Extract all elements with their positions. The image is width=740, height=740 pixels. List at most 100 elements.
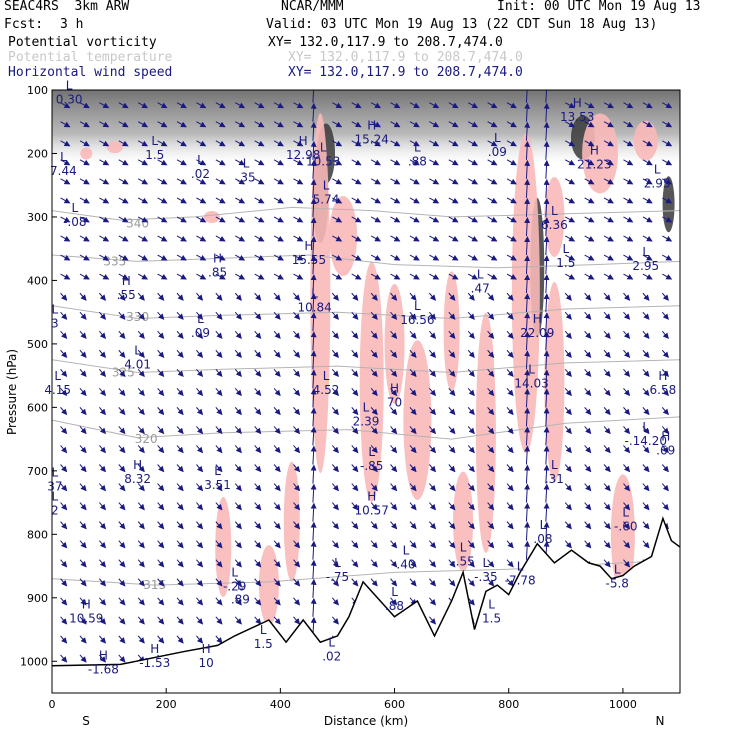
wind-vector (196, 273, 207, 280)
wind-vector (137, 121, 149, 128)
wind-vector (565, 273, 576, 280)
wind-vector (428, 616, 437, 625)
pv-extremum-value: 3 (51, 316, 59, 330)
wind-vector (196, 502, 204, 511)
wind-vector (79, 121, 90, 128)
wind-vector (487, 388, 495, 397)
wind-vector (254, 407, 262, 416)
wind-vector (254, 502, 262, 511)
wind-vector (487, 368, 495, 378)
wind-vector (157, 178, 168, 185)
wind-vector (273, 235, 284, 242)
wind-vector (642, 426, 650, 435)
wind-vector (623, 349, 631, 359)
wind-vector (79, 540, 87, 549)
pv-extremum-value: .40 (396, 558, 415, 572)
vertical-motion-shading (511, 133, 540, 454)
pv-extremum-type: H (82, 597, 91, 611)
valid-time: Valid: 03 UTC Mon 19 Aug 13 (22 CDT Sun … (266, 17, 658, 32)
wind-vector (448, 311, 456, 320)
wind-vector (370, 445, 378, 454)
wind-vector (234, 330, 242, 339)
pv-extremum-value: 70 (387, 396, 402, 410)
wind-vector (467, 426, 475, 435)
wind-vector (60, 273, 71, 280)
pv-extremum-value: .02 (191, 167, 210, 181)
wind-vector (487, 140, 498, 147)
wind-vector (370, 273, 382, 280)
wind-vector (215, 559, 223, 568)
wind-vector (176, 635, 184, 644)
wind-vector (390, 121, 401, 128)
wind-vector (60, 597, 68, 606)
wind-vector (79, 159, 90, 166)
wind-vector (506, 102, 517, 109)
wind-vector (487, 464, 495, 473)
wind-vector (351, 559, 359, 568)
wind-vector (448, 216, 459, 223)
pv-extremum-type: L (320, 140, 327, 154)
wind-vector (370, 407, 378, 416)
wind-vector (79, 349, 87, 359)
wind-vector (157, 445, 165, 454)
terrain (52, 516, 680, 693)
wind-vector (543, 388, 550, 408)
pv-extremum-value: 4.52 (313, 383, 340, 397)
wind-vector (525, 90, 528, 103)
wind-vector (157, 388, 165, 397)
wind-vector (79, 407, 87, 416)
wind-vector (176, 559, 184, 568)
wind-vector (79, 597, 87, 606)
wind-vector (137, 445, 145, 454)
wind-vector (99, 235, 110, 242)
wind-vector (310, 197, 317, 217)
pv-extremum-type: L (391, 585, 398, 599)
wind-vector (543, 216, 550, 237)
pv-extremum-value: 1.5 (482, 611, 501, 625)
wind-vector (623, 521, 631, 530)
wind-vector (642, 102, 653, 109)
wind-vector (467, 540, 475, 549)
wind-vector (642, 388, 650, 397)
y-tick-label: 1000 (20, 655, 48, 668)
pv-extremum-value: 15.55 (292, 253, 326, 267)
wind-vector (661, 388, 669, 397)
wind-vector (524, 255, 531, 275)
wind-vector (661, 426, 669, 435)
wind-vector (429, 140, 440, 147)
wind-vector (623, 559, 631, 568)
wind-vector (273, 616, 281, 625)
wind-vector (390, 330, 398, 339)
wind-vector (448, 197, 459, 204)
wind-vector (137, 235, 149, 242)
pv-extremum-value: 2.95 (644, 177, 671, 191)
wind-vector (370, 292, 378, 301)
wind-vector (506, 159, 517, 166)
wind-vector (79, 178, 90, 185)
wind-vector (254, 330, 262, 339)
pv-extremum-type: L (488, 597, 495, 611)
wind-vector (642, 216, 653, 223)
wind-vector (332, 140, 343, 147)
wind-vector (99, 178, 110, 185)
wind-vector (273, 273, 284, 280)
wind-vector (273, 540, 281, 549)
wind-vector (524, 178, 531, 198)
wind-vector (254, 597, 262, 606)
wind-vector (118, 254, 129, 261)
wind-vector (642, 407, 650, 416)
wind-vector (467, 349, 475, 359)
wind-vector (351, 254, 362, 261)
wind-vector (176, 159, 187, 166)
theta-contour-label: 340 (126, 216, 149, 230)
wind-vector (409, 235, 420, 242)
wind-vector (79, 559, 87, 568)
wind-vector (351, 349, 359, 359)
wind-vector (524, 274, 531, 294)
wind-vector (448, 407, 456, 416)
x-tick-label: 600 (384, 698, 405, 711)
wind-vector (273, 330, 281, 339)
wind-vector (293, 216, 304, 223)
wind-vector (448, 273, 459, 280)
pv-extremum-type: H (533, 312, 542, 326)
